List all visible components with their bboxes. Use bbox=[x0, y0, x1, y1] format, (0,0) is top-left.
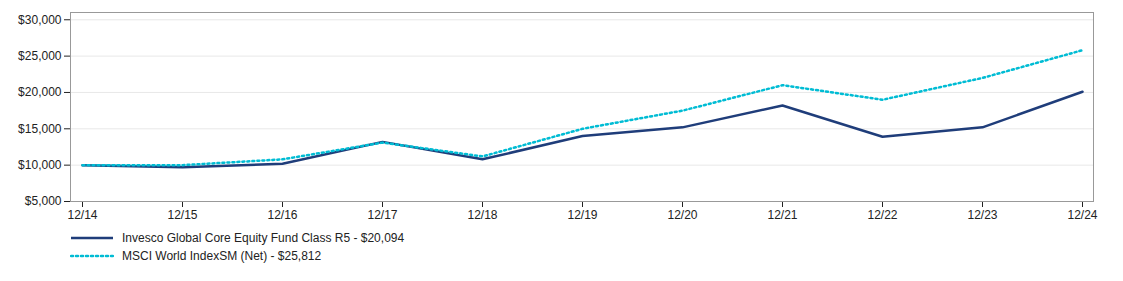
svg-text:12/24: 12/24 bbox=[1067, 208, 1097, 222]
svg-text:12/21: 12/21 bbox=[767, 208, 797, 222]
svg-text:$10,000: $10,000 bbox=[18, 158, 62, 172]
svg-text:12/19: 12/19 bbox=[567, 208, 597, 222]
svg-text:$5,000: $5,000 bbox=[25, 194, 62, 208]
svg-text:12/15: 12/15 bbox=[167, 208, 197, 222]
svg-text:12/18: 12/18 bbox=[467, 208, 497, 222]
svg-text:$15,000: $15,000 bbox=[18, 122, 62, 136]
svg-text:12/22: 12/22 bbox=[867, 208, 897, 222]
html-text:Invesco Global Core Equity Fun: Invesco Global Core Equity Fund Class R5… bbox=[122, 231, 405, 245]
svg-text:$20,000: $20,000 bbox=[18, 85, 62, 99]
svg-text:12/17: 12/17 bbox=[367, 208, 397, 222]
svg-text:12/23: 12/23 bbox=[967, 208, 997, 222]
svg-text:12/16: 12/16 bbox=[267, 208, 297, 222]
html-text:MSCI World IndexSM (Net) - $25: MSCI World IndexSM (Net) - $25,812 bbox=[122, 249, 322, 263]
svg-text:12/20: 12/20 bbox=[667, 208, 697, 222]
svg-text:12/14: 12/14 bbox=[67, 208, 97, 222]
svg-text:$30,000: $30,000 bbox=[18, 13, 62, 27]
svg-text:$25,000: $25,000 bbox=[18, 49, 62, 63]
